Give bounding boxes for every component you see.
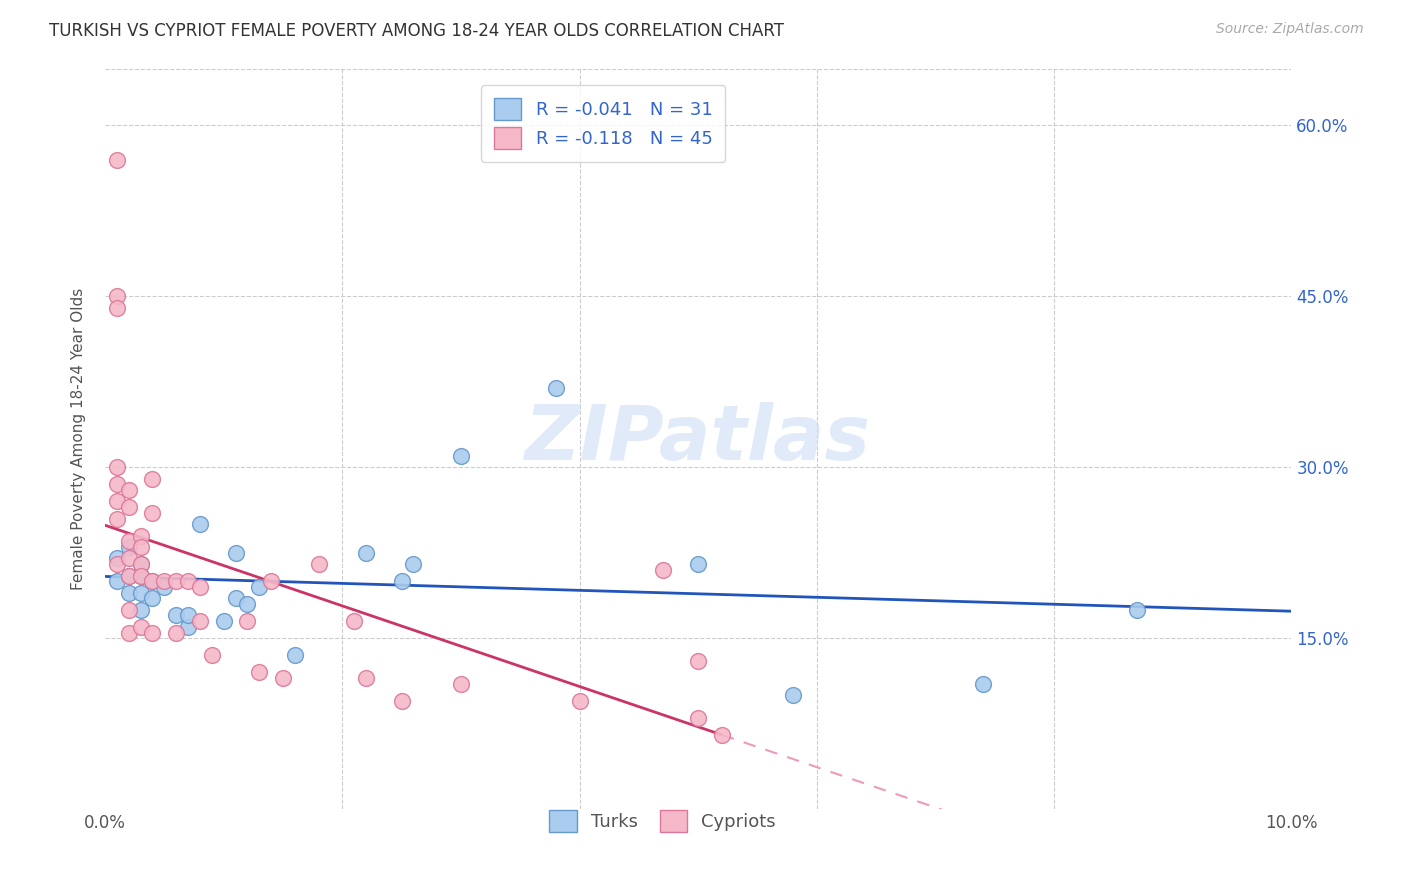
Point (118, 625, 141, 640)
Point (105, 574, 128, 589)
Point (129, 568, 152, 582)
Point (308, 557, 330, 571)
Point (271, 671, 294, 685)
Point (688, 557, 710, 571)
Point (105, 301, 128, 315)
Point (201, 648, 224, 663)
Point (129, 540, 152, 554)
Point (105, 153, 128, 167)
Point (710, 728, 733, 742)
Point (568, 694, 591, 708)
Point (177, 620, 200, 634)
Point (105, 494, 128, 508)
Point (247, 580, 270, 594)
Point (118, 500, 141, 515)
Point (188, 614, 211, 628)
Point (402, 557, 425, 571)
Point (141, 625, 163, 640)
Point (354, 546, 377, 560)
Point (177, 608, 200, 623)
Point (118, 534, 141, 549)
Point (129, 529, 152, 543)
Point (165, 608, 187, 623)
Point (153, 580, 176, 594)
Point (105, 551, 128, 566)
Text: ZIPatlas: ZIPatlas (526, 401, 872, 475)
Point (782, 688, 804, 702)
Point (544, 380, 567, 394)
Point (118, 551, 141, 566)
Point (688, 711, 710, 725)
Legend: Turks, Cypriots: Turks, Cypriots (537, 797, 789, 845)
Y-axis label: Female Poverty Among 18-24 Year Olds: Female Poverty Among 18-24 Year Olds (72, 288, 86, 590)
Point (129, 557, 152, 571)
Point (129, 585, 152, 599)
Point (129, 603, 152, 617)
Point (141, 591, 163, 606)
Point (284, 648, 307, 663)
Point (129, 620, 152, 634)
Point (118, 603, 141, 617)
Point (343, 614, 366, 628)
Point (1126, 603, 1149, 617)
Point (165, 574, 187, 589)
Point (188, 517, 211, 532)
Point (236, 614, 259, 628)
Point (177, 574, 200, 589)
Point (118, 568, 141, 582)
Point (141, 574, 163, 589)
Point (105, 557, 128, 571)
Point (141, 472, 163, 486)
Point (105, 477, 128, 491)
Point (118, 585, 141, 599)
Point (224, 591, 246, 606)
Point (129, 568, 152, 582)
Point (105, 289, 128, 303)
Point (972, 677, 994, 691)
Point (260, 574, 283, 589)
Point (391, 694, 413, 708)
Text: TURKISH VS CYPRIOT FEMALE POVERTY AMONG 18-24 YEAR OLDS CORRELATION CHART: TURKISH VS CYPRIOT FEMALE POVERTY AMONG … (49, 22, 785, 40)
Point (688, 654, 710, 668)
Point (391, 574, 413, 589)
Point (165, 625, 187, 640)
Point (118, 483, 141, 497)
Point (651, 563, 673, 577)
Point (247, 665, 270, 680)
Point (105, 460, 128, 475)
Point (188, 580, 211, 594)
Point (354, 671, 377, 685)
Point (153, 574, 176, 589)
Point (450, 449, 472, 463)
Point (141, 506, 163, 520)
Point (212, 614, 235, 628)
Point (236, 597, 259, 611)
Point (105, 511, 128, 525)
Point (118, 540, 141, 554)
Point (129, 557, 152, 571)
Point (118, 568, 141, 582)
Point (141, 574, 163, 589)
Text: Source: ZipAtlas.com: Source: ZipAtlas.com (1216, 22, 1364, 37)
Point (224, 546, 246, 560)
Point (450, 677, 472, 691)
